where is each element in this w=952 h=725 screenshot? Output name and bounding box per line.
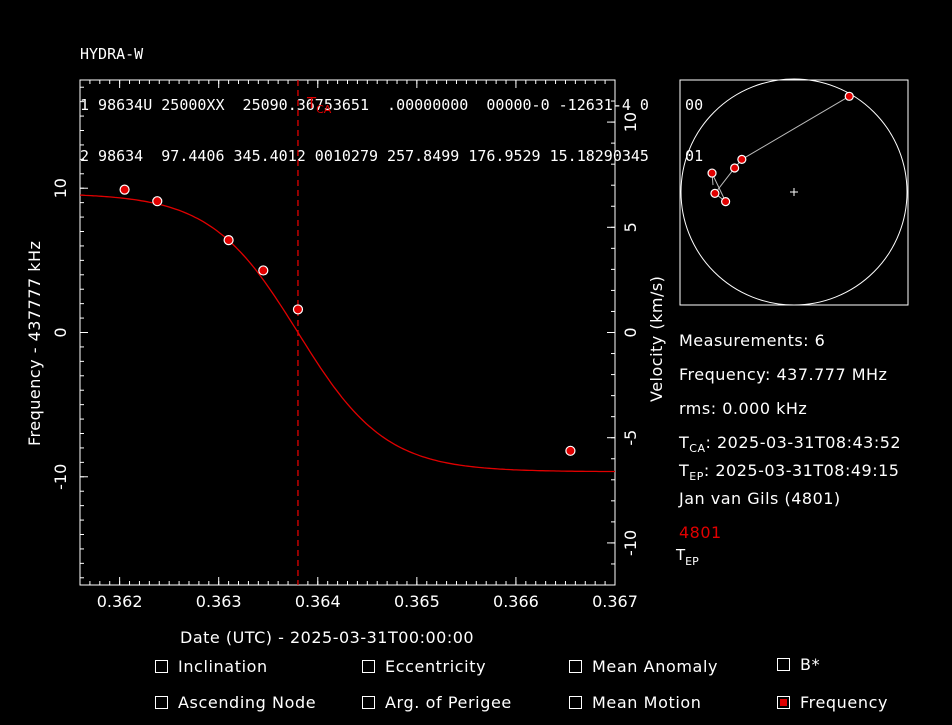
- y-tick-label: -10: [51, 464, 70, 490]
- checkbox-mean-anomaly[interactable]: [569, 660, 582, 673]
- x-tick-label: 0.365: [394, 592, 440, 611]
- plot-frame: [79, 79, 616, 586]
- toggle-bstar[interactable]: B*: [777, 655, 820, 674]
- x-tick-label: 0.362: [97, 592, 143, 611]
- rms-value: rms: 0.000 kHz: [679, 399, 808, 418]
- data-point: [152, 196, 163, 207]
- y-axis-label-right: Velocity (km/s): [647, 276, 666, 402]
- data-point: [292, 304, 304, 315]
- y2-tick-label: -10: [621, 530, 640, 556]
- toggle-mean-motion[interactable]: Mean Motion: [569, 693, 702, 712]
- y2-tick-label: 5: [621, 222, 640, 232]
- toggle-ascending-node[interactable]: Ascending Node: [155, 693, 316, 712]
- skyplot-point: [721, 197, 731, 207]
- skyplot-point: [844, 91, 854, 101]
- data-point: [119, 184, 130, 195]
- y-tick-label: 0: [51, 327, 70, 337]
- x-tick-label: 0.367: [592, 592, 638, 611]
- checkbox-inclination[interactable]: [155, 660, 168, 673]
- skyplot-horizon: [680, 78, 908, 306]
- checkbox-ascending-node[interactable]: [155, 696, 168, 709]
- data-point: [258, 265, 269, 276]
- satellite-name: HYDRA-W: [80, 45, 144, 63]
- toggle-arg-of-perigee[interactable]: Arg. of Perigee: [362, 693, 512, 712]
- x-tick-label: 0.364: [295, 592, 341, 611]
- toggle-inclination[interactable]: Inclination: [155, 657, 268, 676]
- checkbox-arg-of-perigee[interactable]: [362, 696, 375, 709]
- x-tick-label: 0.363: [196, 592, 242, 611]
- tle-line-2: 2 98634 97.4406 345.4012 0010279 257.849…: [80, 147, 704, 165]
- tca-time: TCA: 2025-03-31T08:43:52: [679, 433, 902, 456]
- tep-label: TEP: [675, 546, 699, 568]
- checkbox-bstar[interactable]: [777, 658, 790, 671]
- fit-curve: [79, 194, 615, 473]
- y2-tick-label: 10: [621, 112, 640, 132]
- skyplot-track: [711, 95, 850, 202]
- x-axis-label: Date (UTC) - 2025-03-31T00:00:00: [180, 628, 474, 647]
- y-tick-label: 10: [51, 178, 70, 198]
- site-id-legend: 4801: [679, 523, 722, 542]
- y-axis-label-left: Frequency - 437777 kHz: [25, 241, 44, 446]
- skyplot-point: [737, 154, 747, 164]
- x-tick-label: 0.366: [493, 592, 539, 611]
- skyplot-point: [707, 168, 717, 178]
- frequency-value: Frequency: 437.777 MHz: [679, 365, 888, 384]
- toggle-mean-anomaly[interactable]: Mean Anomaly: [569, 657, 718, 676]
- skyplot-point: [710, 188, 720, 198]
- checkbox-eccentricity[interactable]: [362, 660, 375, 673]
- y2-tick-label: -5: [621, 430, 640, 446]
- toggle-eccentricity[interactable]: Eccentricity: [362, 657, 486, 676]
- checkbox-frequency[interactable]: [777, 696, 790, 709]
- data-point: [223, 235, 234, 246]
- observer-name: Jan van Gils (4801): [679, 489, 841, 508]
- tep-time: TEP: 2025-03-31T08:49:15: [679, 461, 900, 484]
- skyplot-point: [730, 163, 740, 173]
- y2-tick-label: 0: [621, 327, 640, 337]
- measurements-count: Measurements: 6: [679, 331, 826, 350]
- tca-label: TCA: [306, 94, 332, 116]
- toggle-frequency[interactable]: Frequency: [777, 693, 888, 712]
- checkbox-mean-motion[interactable]: [569, 696, 582, 709]
- data-point: [565, 445, 576, 456]
